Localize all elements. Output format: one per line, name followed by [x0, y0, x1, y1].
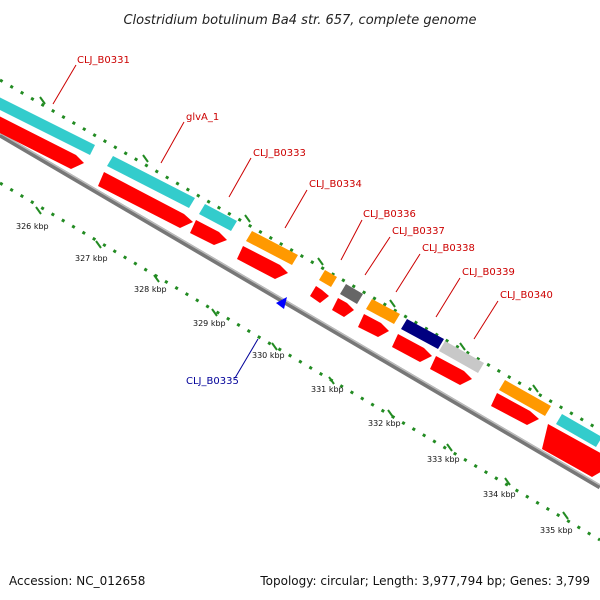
gene-feature-teal[interactable]: [0, 95, 95, 155]
leader-line: [52, 64, 77, 105]
major-tick: [317, 257, 324, 266]
accession-text: Accession: NC_012658: [9, 574, 145, 588]
major-tick: [39, 96, 46, 105]
cds-arrow[interactable]: [491, 393, 539, 425]
outer-major-ticks: [39, 96, 539, 393]
kbp-label: 326 kbp: [16, 222, 49, 231]
reverse-leader-line: [234, 338, 259, 379]
cds-arrow[interactable]: [430, 356, 472, 385]
kbp-label: 330 kbp: [252, 351, 285, 360]
kbp-label: 328 kbp: [134, 285, 167, 294]
cds-features: [0, 114, 600, 477]
map-title: Clostridium botulinum Ba4 str. 657, comp…: [123, 13, 476, 28]
backbone-highlight: [0, 132, 600, 486]
gene-feature-orange[interactable]: [246, 231, 298, 265]
inner-tick-ruler: [0, 181, 600, 542]
major-tick: [95, 240, 102, 249]
cds-arrow[interactable]: [98, 172, 193, 228]
leader-line: [340, 219, 363, 261]
major-tick: [532, 384, 539, 393]
major-tick: [271, 342, 278, 351]
kbp-label: 333 kbp: [427, 455, 460, 464]
major-tick: [446, 443, 453, 452]
cds-arrow[interactable]: [332, 298, 354, 317]
cds-arrow[interactable]: [358, 314, 389, 337]
leader-line: [473, 300, 499, 340]
gene-label[interactable]: CLJ_B0338: [422, 243, 475, 254]
major-tick: [389, 299, 396, 308]
label-leaders: [52, 64, 499, 340]
kbp-label: 327 kbp: [75, 254, 108, 263]
gene-feature-orange[interactable]: [499, 380, 551, 416]
leader-line: [160, 121, 185, 164]
major-tick: [35, 206, 42, 215]
leader-line: [435, 277, 461, 318]
cds-arrow[interactable]: [237, 246, 288, 279]
kbp-label: 332 kbp: [368, 419, 401, 428]
cds-arrow[interactable]: [310, 286, 329, 303]
reverse-gene-feature[interactable]: [276, 297, 287, 309]
cds-arrow[interactable]: [542, 424, 600, 477]
gene-feature-teal[interactable]: [107, 156, 195, 208]
major-tick: [153, 274, 160, 283]
kbp-label: 334 kbp: [483, 490, 516, 499]
leader-line: [395, 253, 421, 293]
gene-label[interactable]: CLJ_B0337: [392, 226, 445, 237]
gene-feature-orange[interactable]: [366, 299, 400, 324]
major-ticks: [35, 206, 569, 520]
major-tick: [211, 308, 218, 317]
kbp-label: 331 kbp: [311, 385, 344, 394]
gene-feature-silver[interactable]: [439, 341, 484, 373]
genome-backbone: [0, 132, 600, 490]
gene-feature-navy[interactable]: [401, 319, 444, 349]
gene-label-reverse[interactable]: CLJ_B0335: [186, 376, 239, 387]
leader-line: [364, 236, 391, 276]
leader-line: [228, 157, 252, 198]
major-tick: [328, 376, 335, 385]
kbp-label: 329 kbp: [193, 319, 226, 328]
kbp-label: 335 kbp: [540, 526, 573, 535]
gene-feature-orange[interactable]: [319, 270, 337, 287]
outer-tick-ruler: [0, 78, 600, 432]
gene-labels: CLJ_B0331 glvA_1 CLJ_B0333 CLJ_B0334 CLJ…: [77, 55, 553, 387]
gene-label[interactable]: CLJ_B0339: [462, 267, 515, 278]
cds-arrow[interactable]: [392, 334, 432, 362]
major-tick: [142, 154, 149, 163]
gene-feature-teal[interactable]: [199, 204, 237, 231]
leader-line: [284, 189, 308, 229]
topology-text: Topology: circular; Length: 3,977,794 bp…: [259, 574, 590, 588]
gene-label[interactable]: glvA_1: [186, 112, 219, 123]
major-tick: [562, 511, 569, 520]
cds-arrow[interactable]: [190, 220, 227, 245]
gene-label[interactable]: CLJ_B0334: [309, 179, 362, 190]
major-tick: [459, 342, 466, 351]
gene-label[interactable]: CLJ_B0336: [363, 209, 416, 220]
major-tick: [504, 477, 511, 486]
major-tick: [387, 409, 394, 418]
gene-label[interactable]: CLJ_B0340: [500, 290, 553, 301]
gene-label[interactable]: CLJ_B0331: [77, 55, 130, 66]
major-tick: [244, 214, 251, 223]
kbp-labels: 326 kbp 327 kbp 328 kbp 329 kbp 330 kbp …: [16, 222, 573, 535]
colored-genes: [246, 231, 551, 416]
gene-feature-grey[interactable]: [340, 284, 363, 304]
cds-arrow[interactable]: [0, 114, 84, 169]
teal-genes: [0, 95, 600, 447]
gene-label[interactable]: CLJ_B0333: [253, 148, 306, 159]
gene-feature-teal[interactable]: [556, 414, 600, 447]
